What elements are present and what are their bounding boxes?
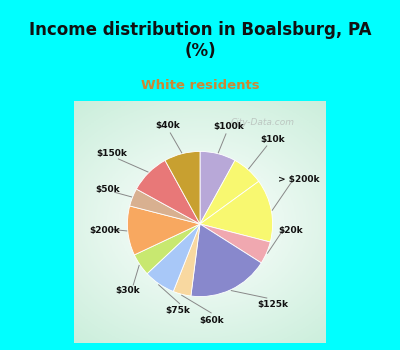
Wedge shape	[200, 160, 259, 224]
Wedge shape	[130, 189, 200, 224]
Text: $100k: $100k	[213, 122, 244, 131]
Wedge shape	[200, 181, 272, 242]
Text: $150k: $150k	[96, 149, 127, 158]
Text: > $200k: > $200k	[278, 175, 320, 184]
Text: Income distribution in Boalsburg, PA
(%): Income distribution in Boalsburg, PA (%)	[29, 21, 371, 61]
Text: $30k: $30k	[115, 286, 140, 295]
Text: $10k: $10k	[260, 135, 285, 144]
Wedge shape	[173, 224, 200, 296]
Text: White residents: White residents	[141, 79, 259, 92]
Text: $40k: $40k	[155, 121, 180, 130]
Text: $200k: $200k	[89, 225, 120, 234]
Wedge shape	[191, 224, 261, 296]
Wedge shape	[128, 206, 200, 255]
Wedge shape	[134, 224, 200, 274]
Wedge shape	[165, 152, 200, 224]
Wedge shape	[147, 224, 200, 292]
Text: $60k: $60k	[200, 316, 224, 325]
Wedge shape	[200, 224, 270, 263]
Text: $20k: $20k	[278, 225, 303, 234]
Text: $75k: $75k	[165, 306, 190, 315]
Text: $50k: $50k	[95, 185, 120, 194]
Text: City-Data.com: City-Data.com	[230, 118, 294, 127]
Wedge shape	[200, 152, 235, 224]
Wedge shape	[136, 160, 200, 224]
Text: $125k: $125k	[257, 300, 288, 309]
